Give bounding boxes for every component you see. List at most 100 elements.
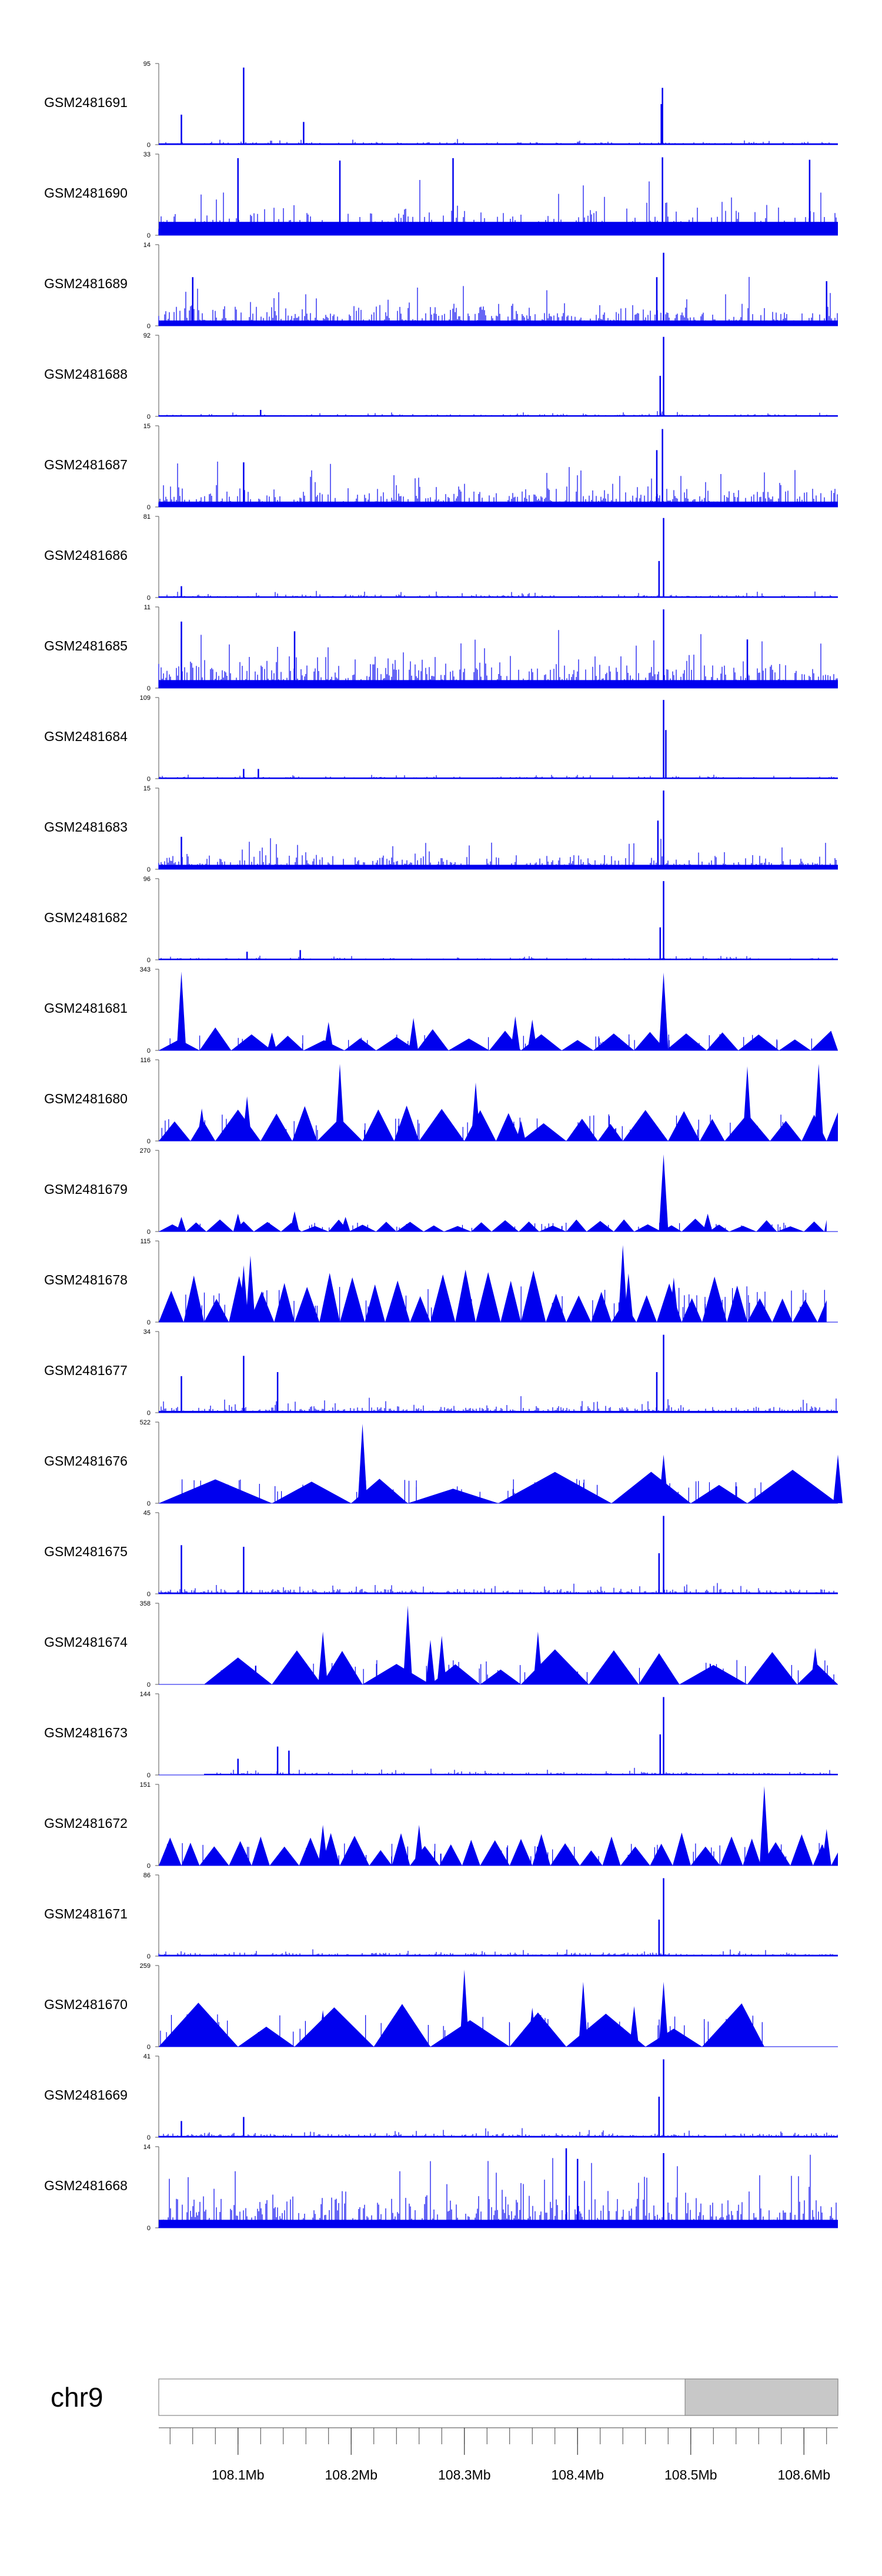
signal-peak — [323, 1022, 333, 1050]
track-label: GSM2481680 — [44, 1091, 128, 1106]
track-label: GSM2481669 — [44, 2087, 128, 2103]
signal-area — [159, 1470, 838, 1503]
signal-bars — [158, 838, 838, 869]
y-min-label: 0 — [147, 323, 151, 330]
signal-bars — [159, 775, 837, 779]
y-max-label: 15 — [143, 785, 151, 792]
signal-bars — [158, 1949, 838, 1956]
signal-peak — [659, 972, 669, 1050]
signal-bars — [158, 411, 838, 416]
signal-peak — [533, 1631, 543, 1684]
y-max-label: 41 — [143, 2053, 151, 2060]
signal-baseline — [159, 1954, 838, 1956]
track-label: GSM2481689 — [44, 276, 128, 291]
x-tick-label: 108.3Mb — [438, 2467, 491, 2482]
y-min-label: 0 — [147, 1138, 151, 1145]
x-tick-label: 108.1Mb — [212, 2467, 265, 2482]
track-label: GSM2481676 — [44, 1453, 128, 1469]
signal-bars — [158, 2128, 838, 2137]
y-min-label: 0 — [147, 1410, 151, 1417]
signal-bars — [158, 461, 838, 507]
y-max-label: 45 — [143, 1510, 151, 1517]
signal-peak — [245, 1255, 255, 1322]
y-min-label: 0 — [147, 1953, 151, 1960]
signal-bars — [158, 1583, 837, 1594]
signal-area — [204, 1649, 838, 1684]
signal-peak — [267, 1032, 277, 1050]
signal-area — [159, 1027, 838, 1050]
signal-peak — [409, 1017, 419, 1050]
signal-peak — [318, 1631, 328, 1684]
signal-peak — [743, 1066, 752, 1141]
track-label: GSM2481672 — [44, 1816, 128, 1831]
y-min-label: 0 — [147, 1681, 151, 1689]
track-label: GSM2481670 — [44, 1997, 128, 2012]
signal-peak — [833, 1454, 843, 1503]
signal-peak — [233, 1213, 243, 1232]
track-label: GSM2481678 — [44, 1272, 128, 1287]
track-label: GSM2481671 — [44, 1906, 128, 1921]
signal-peak — [437, 1636, 447, 1684]
signal-peak — [527, 2007, 537, 2047]
y-max-label: 14 — [143, 2144, 151, 2151]
track-label: GSM2481688 — [44, 366, 128, 382]
signal-peak — [814, 1063, 824, 1141]
signal-bars — [161, 956, 836, 960]
signal-peak — [659, 1981, 669, 2047]
signal-baseline — [159, 1592, 838, 1594]
track-label: GSM2481686 — [44, 548, 128, 563]
x-tick-label: 108.2Mb — [325, 2467, 377, 2482]
y-min-label: 0 — [147, 595, 151, 602]
y-min-label: 0 — [147, 2225, 151, 2232]
y-min-label: 0 — [147, 1591, 151, 1598]
signal-peak — [318, 2010, 328, 2047]
signal-bars — [161, 139, 837, 145]
y-max-label: 15 — [143, 423, 151, 430]
track-label: GSM2481682 — [44, 910, 128, 925]
signal-baseline — [159, 778, 838, 779]
signal-bars — [158, 276, 838, 326]
signal-peak — [623, 1273, 633, 1322]
track-label: GSM2481691 — [44, 95, 128, 110]
y-max-label: 86 — [143, 1872, 151, 1879]
y-min-label: 0 — [147, 957, 151, 964]
signal-bars — [161, 1396, 837, 1413]
track-label: GSM2481673 — [44, 1725, 128, 1740]
signal-bars — [158, 630, 838, 688]
y-max-label: 14 — [143, 242, 151, 249]
track-label: GSM2481679 — [44, 1182, 128, 1197]
signal-peak — [618, 1244, 628, 1322]
signal-baseline — [159, 415, 838, 416]
signal-peak — [290, 1211, 299, 1232]
signal-bars — [158, 2154, 838, 2228]
signal-peak — [629, 2006, 639, 2047]
signal-peak — [403, 1606, 413, 1684]
signal-peak — [703, 1213, 713, 1232]
y-max-label: 115 — [140, 1238, 151, 1245]
signal-peak — [176, 1217, 186, 1232]
signal-peak — [239, 1265, 249, 1322]
signal-peak — [659, 1454, 669, 1503]
y-max-label: 259 — [140, 1963, 151, 1970]
signal-peak — [335, 1063, 345, 1141]
signal-peak — [759, 1786, 769, 1866]
y-max-label: 92 — [143, 332, 151, 339]
signal-peak — [810, 1647, 820, 1684]
y-min-label: 0 — [147, 1047, 151, 1055]
y-max-label: 95 — [143, 61, 151, 68]
track-label: GSM2481674 — [44, 1634, 128, 1650]
y-min-label: 0 — [147, 866, 151, 873]
y-min-label: 0 — [147, 1319, 151, 1326]
y-min-label: 0 — [147, 2134, 151, 2141]
track-label: GSM2481690 — [44, 185, 128, 201]
signal-bars — [158, 180, 838, 235]
signal-peak — [821, 1828, 831, 1866]
y-min-label: 0 — [147, 1229, 151, 1236]
signal-baseline — [159, 501, 838, 507]
y-min-label: 0 — [147, 776, 151, 783]
track-label: GSM2481681 — [44, 1000, 128, 1016]
signal-bars — [185, 1286, 825, 1322]
y-max-label: 343 — [140, 966, 151, 973]
y-max-label: 96 — [143, 876, 151, 883]
